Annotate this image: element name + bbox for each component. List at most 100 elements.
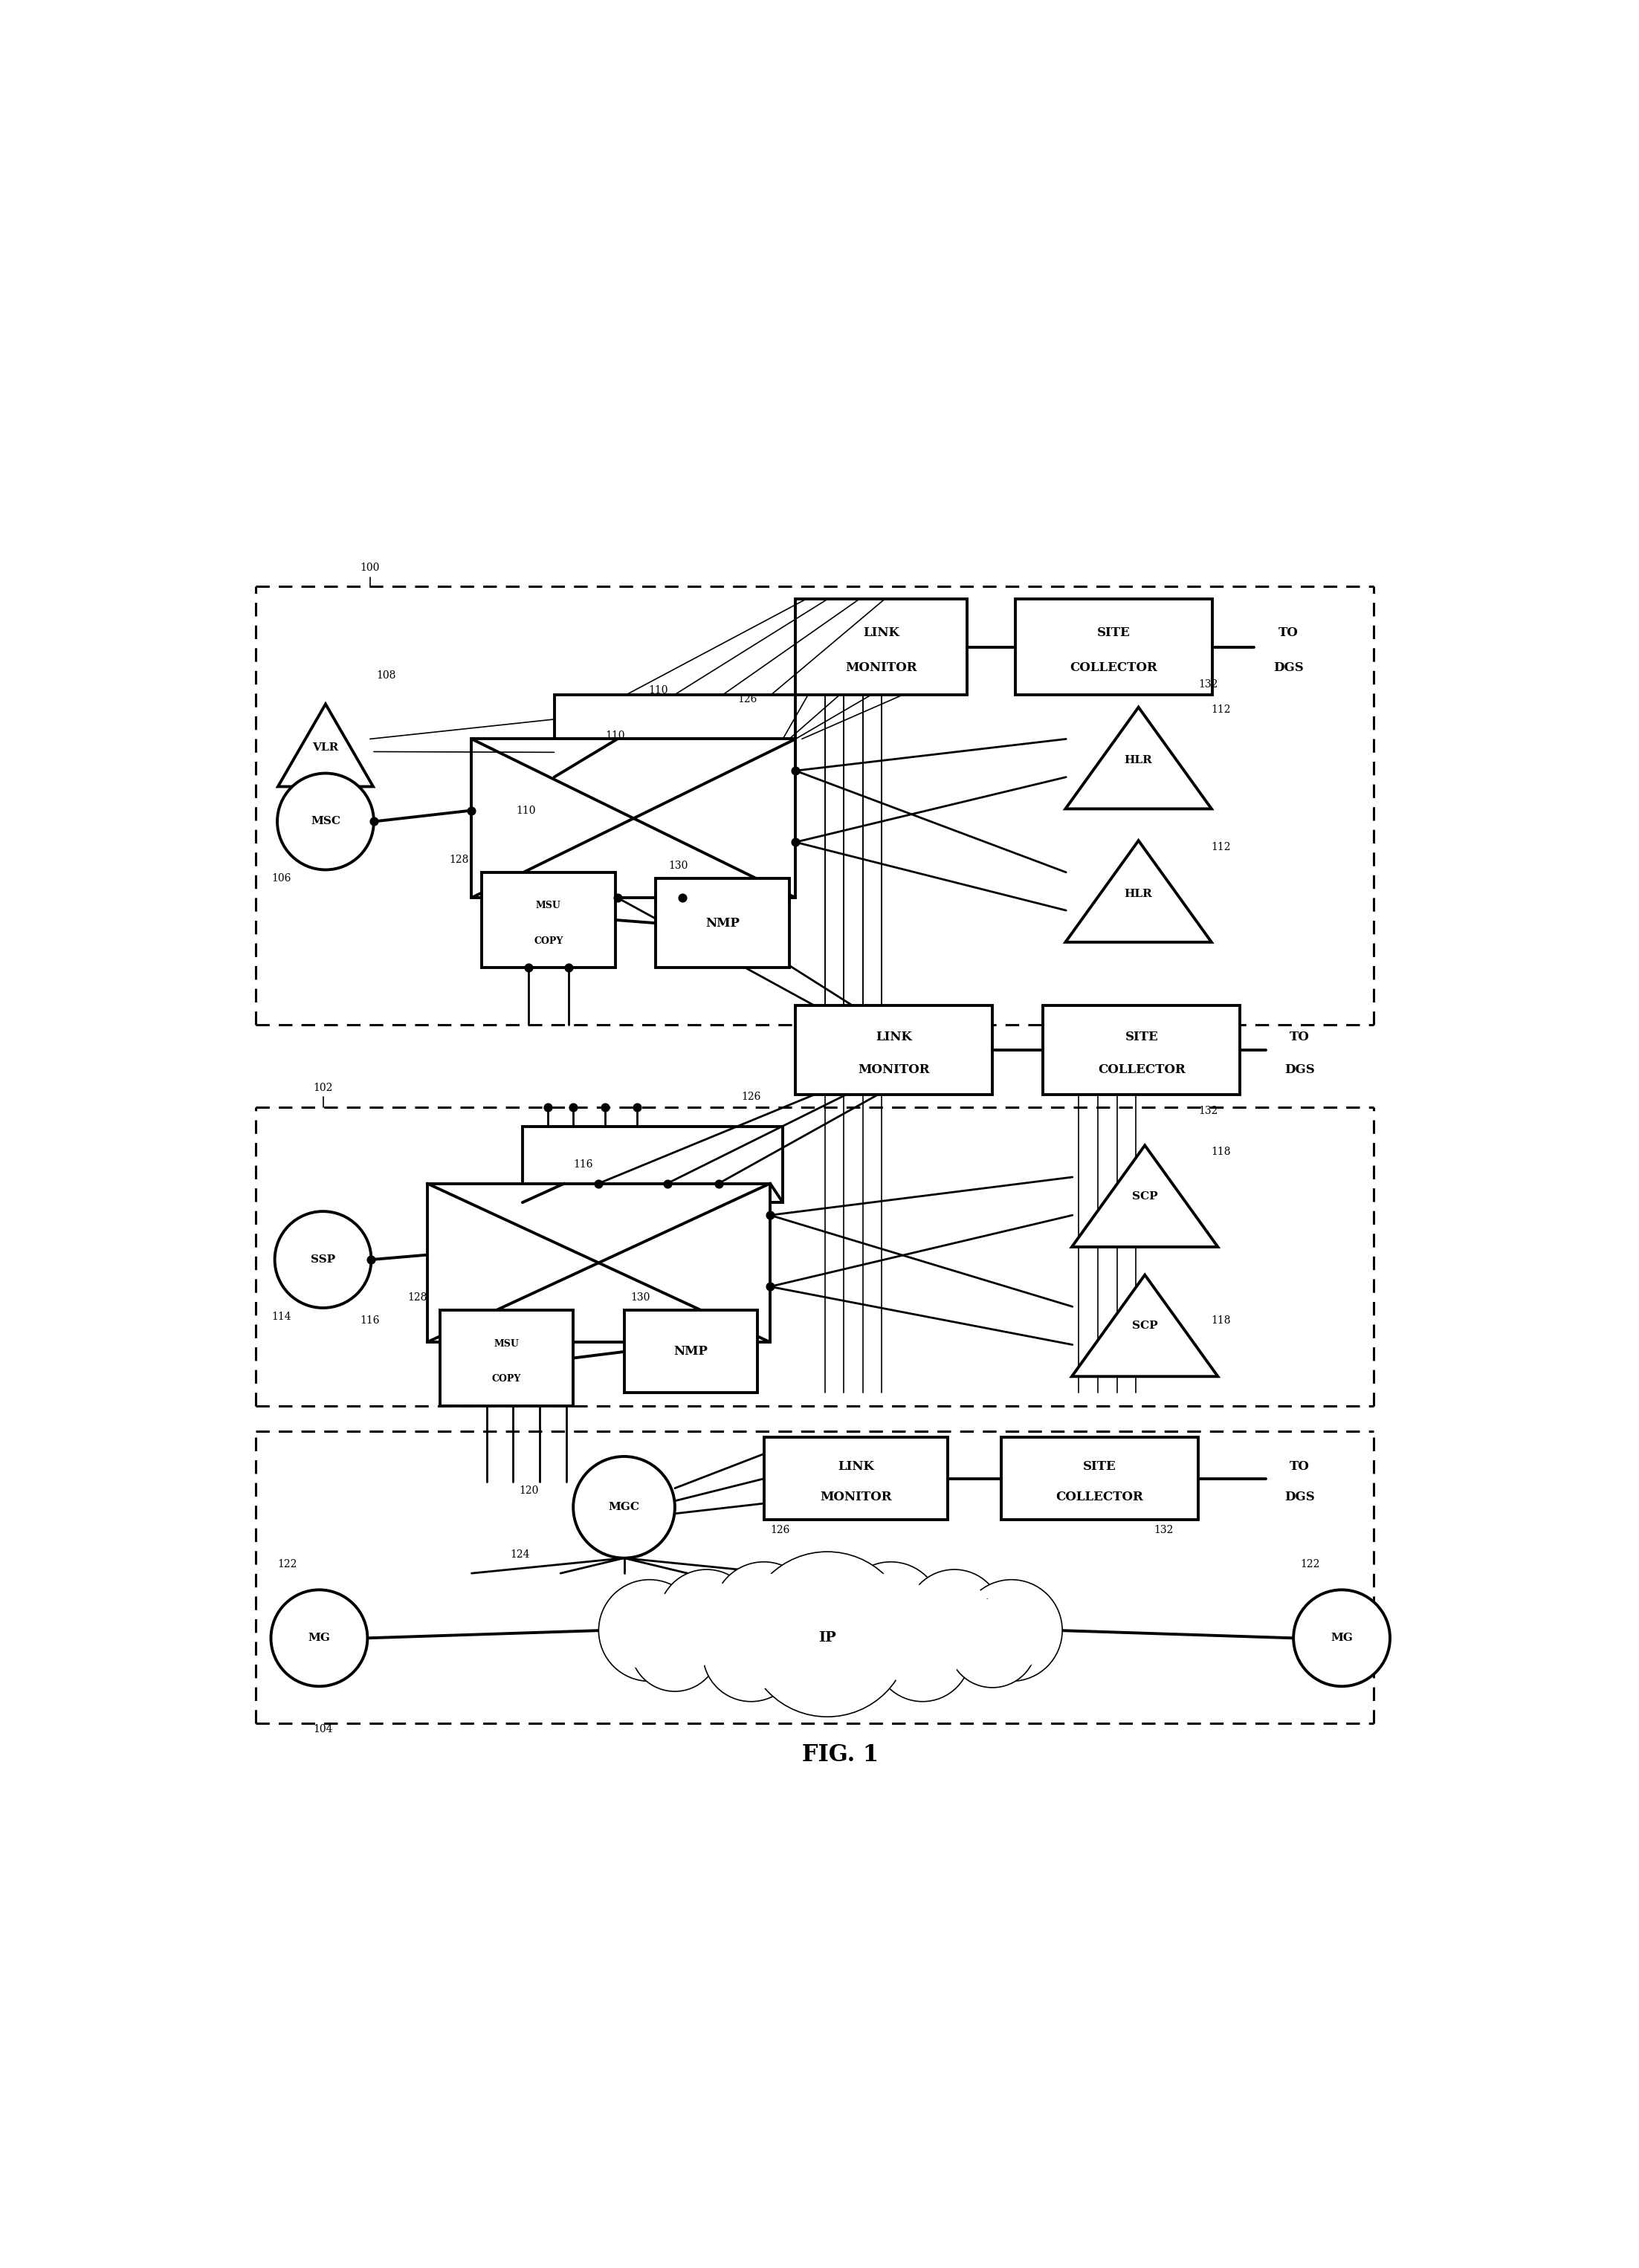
Text: 132: 132: [1154, 1524, 1174, 1535]
Text: 120: 120: [520, 1486, 539, 1497]
Text: 102: 102: [313, 1084, 333, 1093]
Point: [605, 880, 631, 916]
Text: 126: 126: [770, 1524, 790, 1535]
Circle shape: [713, 1615, 788, 1692]
Text: SITE: SITE: [1096, 626, 1131, 640]
Text: TO: TO: [1290, 1461, 1310, 1472]
Circle shape: [659, 1569, 756, 1667]
Text: COLLECTOR: COLLECTOR: [1056, 1490, 1144, 1504]
Text: NMP: NMP: [674, 1345, 708, 1359]
Text: HLR: HLR: [1124, 755, 1152, 767]
Text: MONITOR: MONITOR: [820, 1490, 892, 1504]
Circle shape: [744, 1551, 910, 1717]
Text: TO: TO: [1290, 1030, 1310, 1043]
Point: [561, 1089, 587, 1125]
Point: [585, 1166, 611, 1202]
Text: HLR: HLR: [1124, 889, 1152, 898]
Text: 112: 112: [1211, 841, 1231, 853]
Circle shape: [774, 1556, 880, 1662]
Text: 116: 116: [574, 1159, 593, 1170]
Bar: [439, 1311, 574, 1406]
Text: SITE: SITE: [1124, 1030, 1159, 1043]
Circle shape: [703, 1606, 800, 1701]
Text: COLLECTOR: COLLECTOR: [1070, 662, 1157, 674]
Point: [361, 803, 387, 839]
Bar: [656, 878, 790, 968]
Text: MONITOR: MONITOR: [846, 662, 918, 674]
Text: 126: 126: [741, 1091, 760, 1102]
Circle shape: [275, 1211, 372, 1309]
Text: 132: 132: [1198, 1107, 1218, 1116]
Point: [757, 1268, 783, 1304]
Text: LINK: LINK: [875, 1030, 913, 1043]
Polygon shape: [279, 703, 374, 787]
Circle shape: [916, 1581, 992, 1656]
Circle shape: [874, 1606, 970, 1701]
Text: SSP: SSP: [311, 1254, 336, 1266]
Point: [757, 1198, 783, 1234]
Point: [515, 950, 541, 987]
Text: COPY: COPY: [534, 937, 564, 946]
Text: 118: 118: [1211, 1148, 1231, 1157]
Text: 128: 128: [449, 855, 469, 864]
Point: [782, 823, 808, 860]
Text: MSC: MSC: [311, 816, 341, 828]
Text: 114: 114: [270, 1311, 292, 1322]
Text: 106: 106: [272, 873, 290, 885]
Text: MG: MG: [308, 1633, 331, 1644]
Text: 124: 124: [510, 1549, 529, 1560]
Text: SCP: SCP: [1133, 1191, 1157, 1202]
Bar: [1001, 1438, 1198, 1520]
Bar: [428, 1184, 770, 1343]
Text: IP: IP: [818, 1631, 836, 1644]
Point: [705, 1166, 731, 1202]
Text: 130: 130: [669, 862, 688, 871]
Bar: [482, 873, 615, 968]
Text: SCP: SCP: [1133, 1320, 1157, 1331]
Bar: [795, 599, 967, 694]
Point: [623, 1089, 649, 1125]
Polygon shape: [1072, 1275, 1218, 1377]
Bar: [1015, 599, 1213, 694]
Point: [592, 1089, 618, 1125]
Text: COPY: COPY: [492, 1374, 521, 1383]
Text: 132: 132: [1198, 678, 1218, 689]
Text: VLR: VLR: [313, 742, 339, 753]
Bar: [795, 1005, 992, 1095]
Circle shape: [957, 1608, 1028, 1678]
Circle shape: [885, 1615, 960, 1692]
Circle shape: [800, 1617, 880, 1696]
Point: [782, 753, 808, 789]
Text: 104: 104: [313, 1724, 333, 1735]
Circle shape: [598, 1579, 700, 1681]
Text: MONITOR: MONITOR: [859, 1064, 929, 1075]
Text: TO: TO: [1278, 626, 1298, 640]
Text: 128: 128: [408, 1293, 428, 1302]
Text: DGS: DGS: [1285, 1064, 1314, 1075]
Polygon shape: [1072, 1145, 1218, 1247]
Circle shape: [906, 1569, 1003, 1667]
Point: [669, 880, 695, 916]
Bar: [1044, 1005, 1241, 1095]
Circle shape: [841, 1563, 941, 1662]
Point: [654, 1166, 680, 1202]
Circle shape: [610, 1590, 688, 1669]
Circle shape: [947, 1599, 1037, 1687]
Text: SITE: SITE: [1083, 1461, 1116, 1472]
Text: DGS: DGS: [1274, 662, 1303, 674]
Text: 112: 112: [1211, 705, 1231, 714]
Text: DGS: DGS: [1285, 1490, 1314, 1504]
Text: 116: 116: [361, 1315, 380, 1327]
Polygon shape: [1065, 708, 1211, 810]
Text: LINK: LINK: [864, 626, 900, 640]
Circle shape: [851, 1574, 931, 1653]
Text: 118: 118: [1211, 1315, 1231, 1327]
Point: [556, 950, 582, 987]
Circle shape: [724, 1574, 803, 1653]
Circle shape: [631, 1603, 720, 1692]
Circle shape: [669, 1581, 744, 1656]
Circle shape: [270, 1590, 367, 1687]
Text: 130: 130: [631, 1293, 651, 1302]
Circle shape: [785, 1567, 869, 1651]
Text: 110: 110: [605, 730, 624, 742]
